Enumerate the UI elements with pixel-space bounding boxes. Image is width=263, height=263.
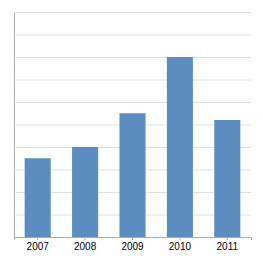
- tick-mark: [179, 237, 180, 240]
- x-tick: 2008: [74, 237, 97, 252]
- grid-line: [14, 80, 251, 81]
- plot: 2007 2008 2009 2010 2011: [14, 13, 252, 253]
- x-tick-label: 2008: [74, 241, 97, 252]
- tick-mark: [132, 237, 133, 240]
- x-axis-line: [15, 238, 252, 241]
- bar: [214, 120, 240, 237]
- chart: 2007 2008 2009 2010 2011: [0, 0, 263, 263]
- y-tick: [14, 57, 251, 58]
- x-tick-label: 2009: [121, 241, 144, 252]
- y-tick: [14, 35, 251, 36]
- y-tick: [14, 102, 251, 103]
- y-tick: [14, 12, 251, 13]
- y-axis-line: [15, 13, 252, 238]
- y-tick: [14, 80, 251, 81]
- tick-mark: [227, 237, 228, 240]
- tick-mark: [85, 237, 86, 240]
- x-tick-label: 2010: [169, 241, 192, 252]
- bar: [25, 158, 51, 237]
- bars: [25, 57, 241, 237]
- tick-mark: [37, 237, 38, 240]
- x-tick: 2010: [169, 237, 192, 252]
- x-tick: 2011: [217, 237, 239, 252]
- grid-line: [14, 102, 251, 103]
- grid-line: [14, 12, 251, 13]
- x-tick-label: 2011: [217, 241, 239, 252]
- x-axis: 2007 2008 2009 2010 2011: [15, 237, 252, 252]
- grid-line: [14, 35, 251, 36]
- bar: [72, 147, 98, 237]
- x-tick: 2009: [121, 237, 144, 252]
- y-axis: [14, 13, 251, 238]
- x-tick: 2007: [27, 237, 50, 252]
- x-tick-label: 2007: [27, 241, 50, 252]
- bar: [119, 113, 145, 237]
- bar: [167, 57, 193, 237]
- grid-line: [14, 57, 251, 58]
